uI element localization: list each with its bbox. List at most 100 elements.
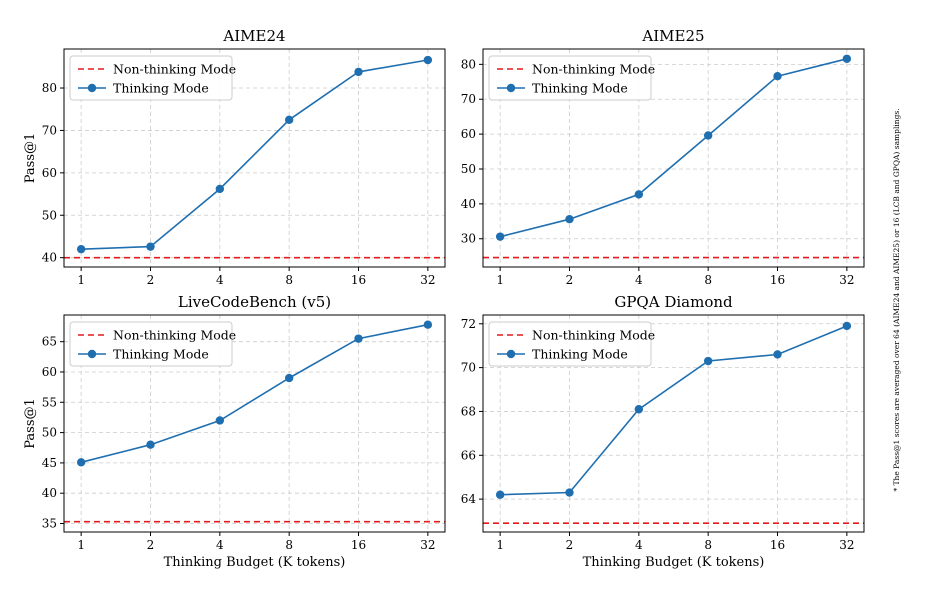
x-tick-label: 2 [147,538,155,552]
legend-thinking-marker [506,349,516,359]
thinking-mode-point [773,350,782,359]
y-tick-label: 40 [42,251,57,265]
thinking-mode-point [76,458,86,467]
y-tick-label: 50 [461,162,476,176]
y-tick-label: 64 [461,492,477,506]
plot-frame [482,314,865,533]
thinking-mode-point [842,54,852,63]
x-tick-label: 8 [704,538,712,552]
x-tick-label: 2 [147,273,155,287]
x-tick-label: 4 [635,538,643,552]
legend-thinking-label: Thinking Mode [532,347,628,362]
thinking-mode-point [146,242,155,251]
legend-box [488,321,652,367]
subplot-3: 1 2 4 8 16 32 35 40 45 50 55 60 65 LiveCodeBench (v5)… [23,293,446,570]
legend-non-thinking-label: Non-thinking Mode [532,328,655,343]
legend-thinking-marker [87,83,97,93]
y-tick-label: 70 [461,92,476,106]
x-tick-label: 8 [285,273,293,287]
subplot-title: LiveCodeBench (v5) [178,293,331,311]
legend-thinking-marker [506,83,516,93]
y-tick-label: 70 [42,123,57,137]
y-tick-label: 72 [461,317,476,331]
x-tick-label: 1 [496,273,504,287]
thinking-mode-point [842,321,852,331]
thinking-mode-point [495,232,505,241]
x-axis-label: Thinking Budget (K tokens) [164,555,346,570]
x-tick-label: 2 [566,273,574,287]
y-tick-label: 60 [42,166,57,180]
y-tick-label: 70 [461,361,476,375]
thinking-mode-point [215,184,225,194]
x-tick-label: 1 [77,538,85,552]
x-tick-label: 8 [704,273,712,287]
thinking-mode-line [80,323,429,464]
thinking-mode-point [773,72,782,81]
footnote: * The Pass@1 scores are averaged over 64… [892,108,901,491]
legend-thinking-label: Thinking Mode [532,81,628,96]
y-tick-label: 80 [42,81,57,95]
thinking-mode-point [354,67,363,77]
x-tick-label: 32 [839,273,854,287]
thinking-mode-point [423,320,433,329]
thinking-mode-point [634,405,644,414]
thinking-mode-point [565,488,574,497]
x-tick-label: 2 [566,538,574,552]
plot-frame [63,314,446,533]
subplot-title: AIME24 [222,27,285,45]
x-tick-label: 4 [216,538,224,552]
x-tick-label: 8 [285,538,293,552]
y-axis-label: Pass@1 [23,398,38,449]
x-tick-label: 16 [351,273,366,287]
thinking-mode-point [423,55,433,65]
thinking-mode-point [354,334,363,343]
plot-frame [63,48,446,268]
y-tick-label: 40 [42,486,57,500]
legend-non-thinking-label: Non-thinking Mode [532,62,655,77]
legend-non-thinking-label: Non-thinking Mode [113,62,236,77]
y-tick-label: 80 [461,57,476,71]
y-tick-label: 55 [42,395,57,409]
x-tick-label: 32 [420,538,435,552]
thinking-mode-line [499,58,848,238]
y-tick-label: 50 [42,208,57,222]
y-tick-label: 66 [461,448,476,462]
y-tick-label: 65 [42,335,57,349]
legend-box [69,55,233,101]
y-tick-label: 45 [42,456,57,470]
x-tick-label: 16 [770,538,785,552]
subplot-4: 1 2 4 8 16 32 64 66 68 70 72 GPQA Diamond Thinking B… [461,293,865,570]
subplot-title: GPQA Diamond [614,293,733,311]
x-tick-label: 32 [839,538,854,552]
legend-thinking-marker [87,349,97,359]
thinking-mode-point [495,490,505,499]
subplot-title: AIME25 [641,27,704,45]
y-tick-label: 60 [42,365,57,379]
x-axis-label: Thinking Budget (K tokens) [583,555,765,570]
legend-box [488,55,652,101]
thinking-mode-point [76,244,86,254]
y-tick-label: 35 [42,517,57,531]
y-tick-label: 60 [461,127,476,141]
subplot-1: 1 2 4 8 16 32 40 50 60 70 80 AIME24 Pass@1 Non-thinki… [23,27,446,287]
thinking-mode-point [565,215,574,224]
legend-thinking-label: Thinking Mode [113,347,209,362]
thinking-mode-line [81,59,429,250]
x-tick-label: 4 [635,273,643,287]
legend-box [69,321,233,367]
plot-frame [482,48,865,268]
x-tick-label: 1 [77,273,85,287]
y-tick-label: 68 [461,404,476,418]
thinking-mode-point [703,131,713,140]
legend-non-thinking-label: Non-thinking Mode [113,328,236,343]
y-axis-label: Pass@1 [23,133,38,184]
subplot-2: 1 2 4 8 16 32 30 40 50 60 70 80 AIME25 Non-thinking M… [461,27,865,287]
y-tick-label: 50 [42,426,57,440]
thinking-mode-point [284,373,294,383]
x-tick-label: 32 [420,273,435,287]
thinking-mode-line [500,325,848,496]
thinking-mode-point [146,440,155,449]
x-tick-label: 16 [351,538,366,552]
legend-thinking-label: Thinking Mode [113,81,209,96]
